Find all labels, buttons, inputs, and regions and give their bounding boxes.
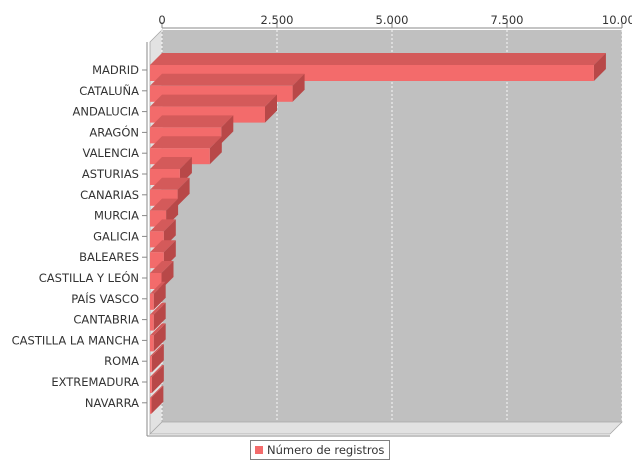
- bar: [150, 365, 164, 393]
- bar: [150, 385, 164, 414]
- bar: [150, 177, 190, 206]
- bar-top: [150, 302, 166, 315]
- bar-top: [150, 261, 174, 273]
- bar-top: [150, 157, 192, 169]
- bar: [150, 323, 166, 352]
- category-label: CANTABRIA: [73, 313, 139, 327]
- x-axis: 0 2.500 5.000 7.500 10.000: [158, 13, 632, 29]
- bar-side: [153, 323, 166, 352]
- category-label: CATALUÑA: [79, 83, 139, 98]
- bar-top: [150, 344, 164, 357]
- bar-side: [151, 385, 164, 414]
- bar-top: [150, 198, 179, 211]
- x-tick-label: 7.500: [491, 13, 524, 27]
- bar-side: [151, 344, 164, 373]
- bar-side: [292, 73, 305, 102]
- category-label: ROMA: [104, 354, 139, 368]
- category-label: ARAGÓN: [89, 124, 139, 139]
- category-label: NAVARRA: [85, 396, 139, 410]
- legend-label: Número de registros: [267, 443, 385, 457]
- bar-front: [150, 273, 162, 289]
- bar-side: [593, 53, 606, 81]
- bar-front: [150, 377, 152, 393]
- category-label: MURCIA: [94, 209, 139, 223]
- category-label: CASTILLA LA MANCHA: [12, 333, 139, 347]
- category-label: CASTILLA Y LEÓN: [39, 270, 139, 285]
- bar-top: [150, 94, 277, 107]
- bars: [150, 53, 606, 414]
- category-label: EXTREMADURA: [51, 375, 139, 389]
- bar-side: [177, 177, 190, 206]
- bar-front: [150, 397, 152, 414]
- category-label: CANARIAS: [80, 188, 139, 202]
- category-label: ASTURIAS: [82, 167, 139, 181]
- x-tick-label: 10.000: [602, 13, 632, 27]
- bar-top: [150, 365, 164, 377]
- bar-side: [221, 115, 234, 144]
- bar-top: [150, 385, 164, 398]
- category-label: MADRID: [92, 63, 139, 77]
- category-label: BALEARES: [79, 250, 139, 264]
- bar: [150, 281, 166, 310]
- bar: [150, 53, 606, 81]
- bar: [150, 157, 192, 185]
- bar-front: [150, 335, 154, 352]
- bar-top: [150, 323, 166, 336]
- bar: [150, 344, 164, 373]
- bar-side: [153, 302, 166, 331]
- bar-side: [151, 365, 164, 393]
- bar-top: [150, 53, 606, 65]
- bar-top: [150, 281, 166, 294]
- category-label: VALENCIA: [82, 146, 139, 160]
- legend-swatch: [255, 446, 263, 454]
- category-label: PAÍS VASCO: [71, 291, 139, 306]
- y-axis: MADRID CATALUÑA ANDALUCIA ARAGÓN VALENCIA AST…: [12, 63, 147, 410]
- plot-floor: [149, 421, 623, 435]
- x-tick-label: 5.000: [376, 13, 409, 27]
- x-tick-label: 2.500: [261, 13, 294, 27]
- bar-side: [265, 94, 277, 123]
- bar-top: [150, 115, 234, 128]
- bar-front: [150, 356, 152, 373]
- bar-top: [150, 240, 176, 253]
- bar-top: [150, 73, 305, 86]
- category-label: GALICIA: [93, 229, 139, 243]
- legend: Número de registros: [250, 440, 391, 460]
- bar-top: [150, 136, 222, 149]
- bar-front: [150, 314, 154, 331]
- category-label: ANDALUCIA: [72, 105, 139, 119]
- bar-top: [150, 219, 176, 232]
- bar: [150, 302, 166, 331]
- bar-side: [153, 281, 166, 310]
- x-tick-label: 0: [158, 13, 165, 27]
- bar-side: [209, 136, 222, 165]
- bar-top: [150, 177, 190, 190]
- bar-front: [150, 293, 154, 310]
